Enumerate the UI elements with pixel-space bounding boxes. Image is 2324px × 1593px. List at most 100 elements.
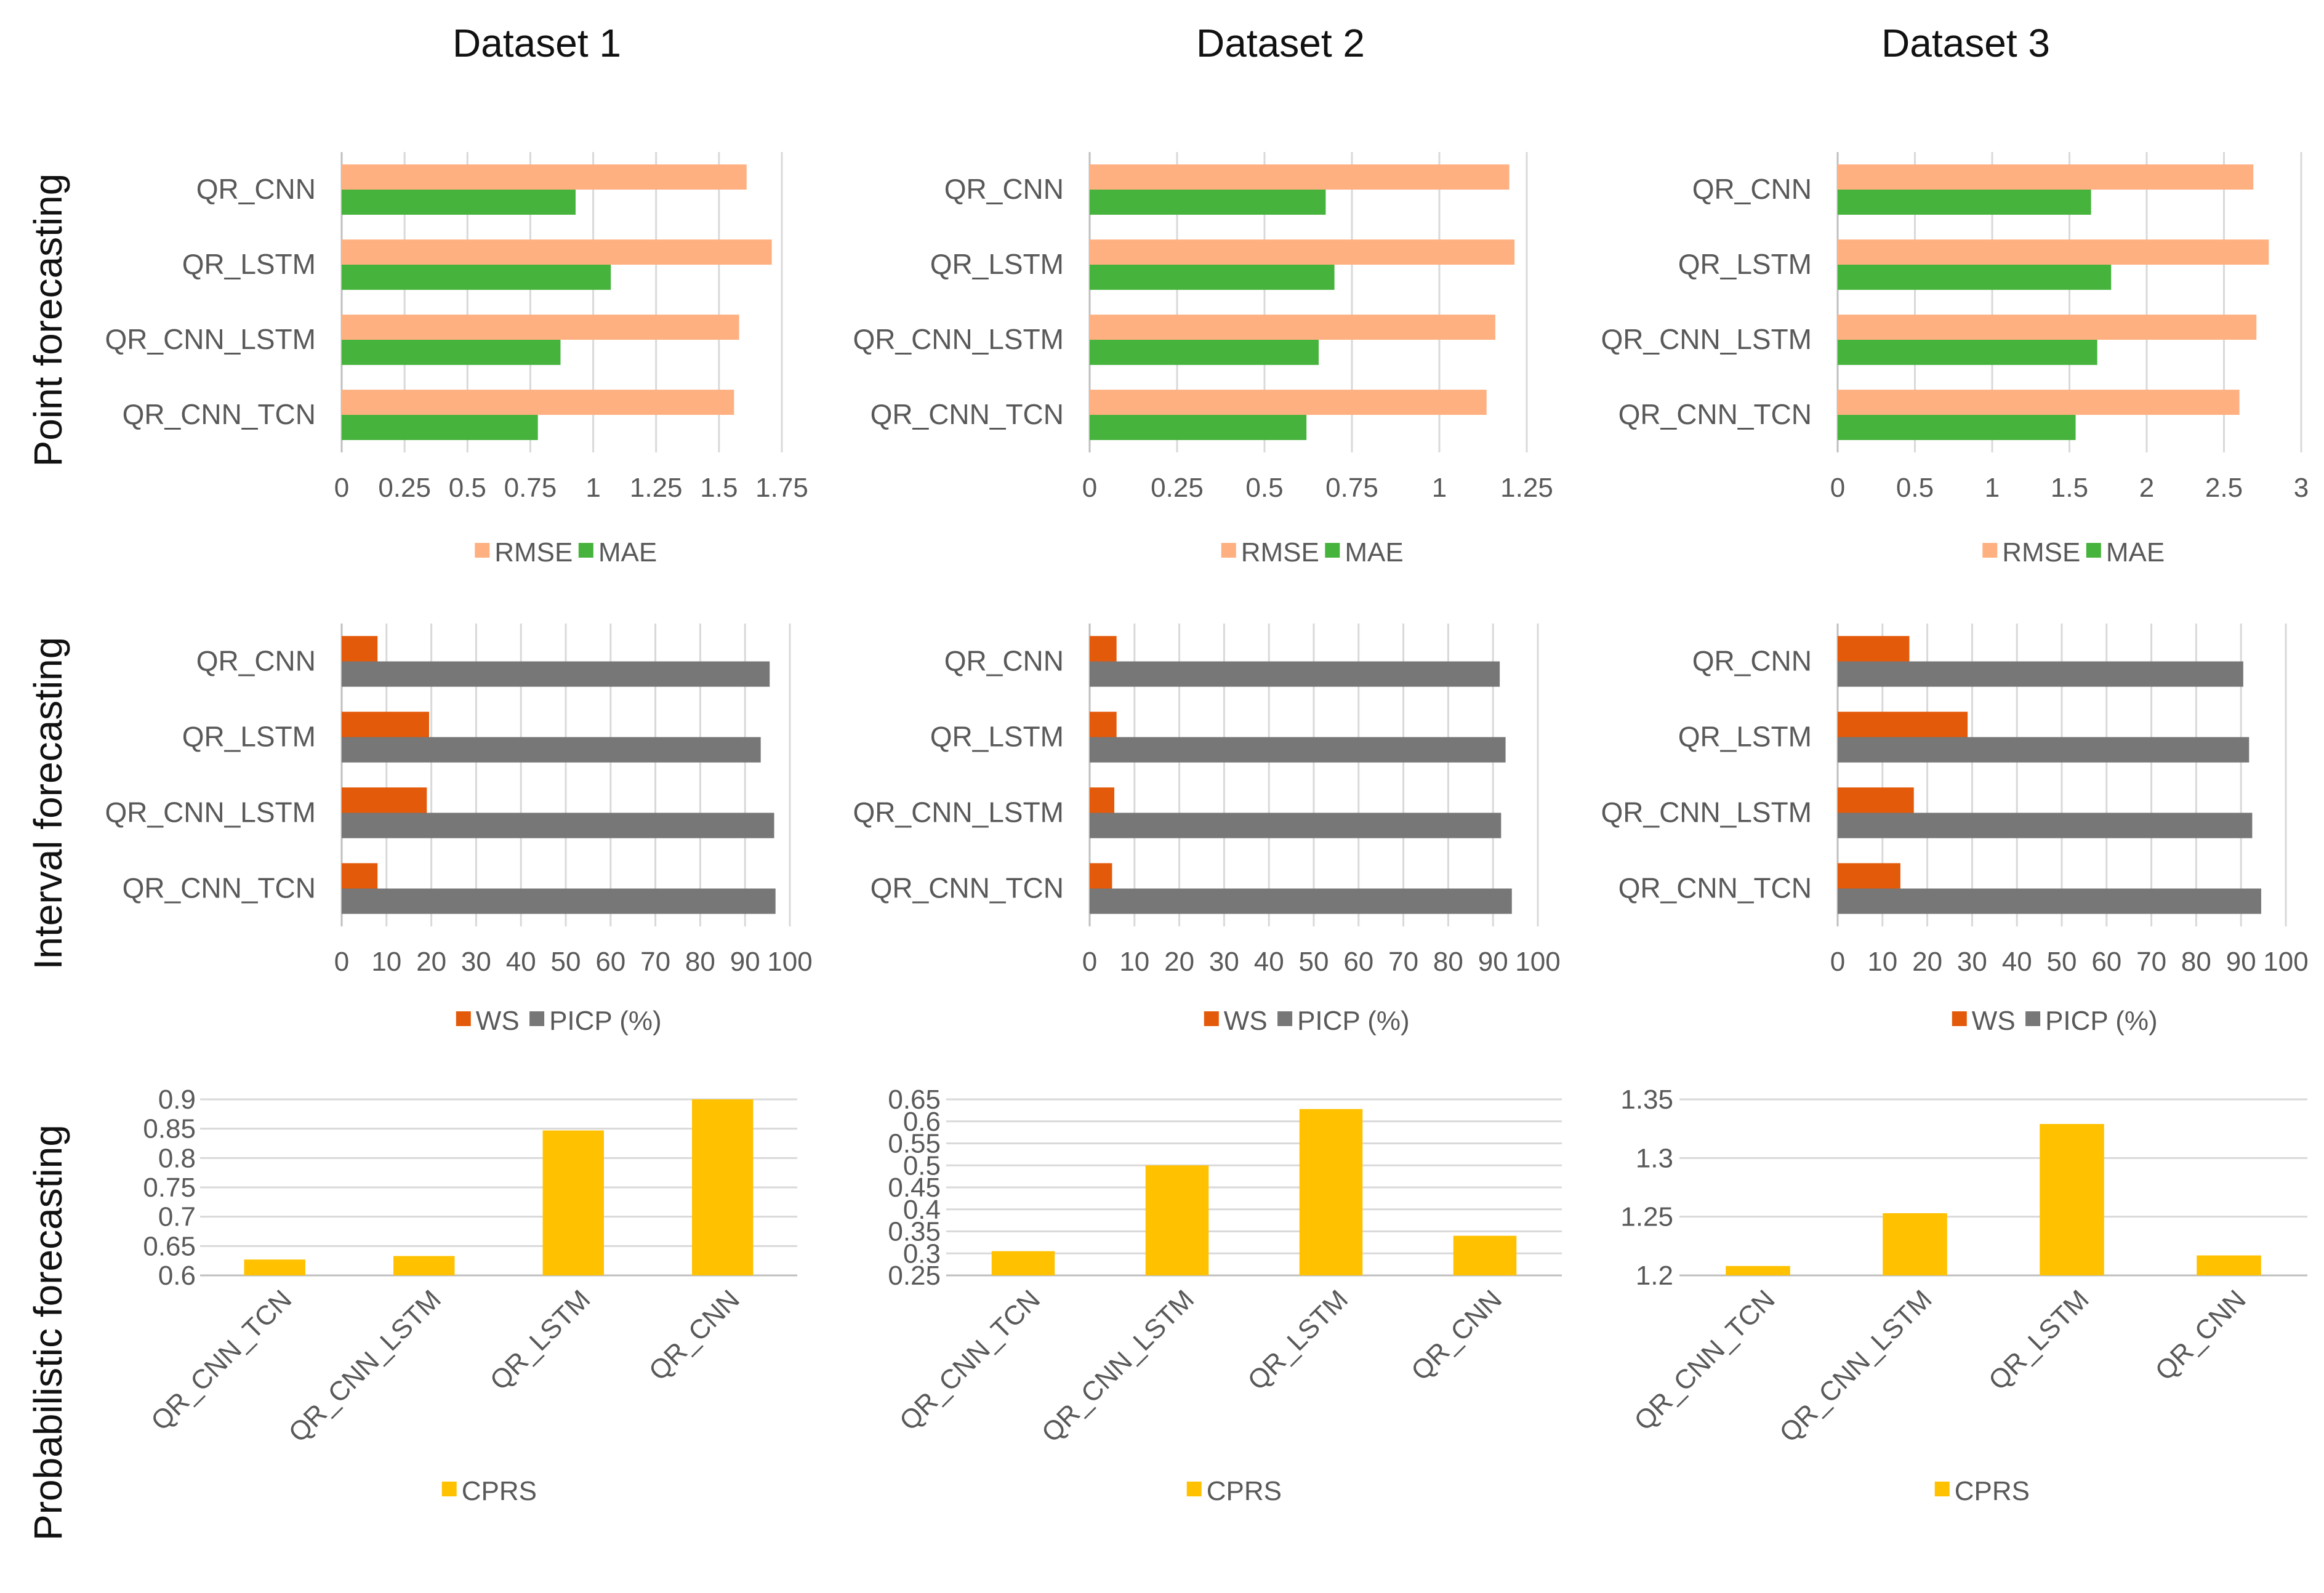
legend-label-ws: WS	[476, 1006, 520, 1036]
category-label-qr-cnn: QR_CNN	[1692, 645, 1812, 677]
legend-label-cprs: CPRS	[1955, 1476, 2030, 1506]
x-tick-label: 3	[2294, 473, 2309, 503]
bar-ws-qr-lstm	[1838, 712, 1968, 737]
legend-label-rmse: RMSE	[2002, 537, 2080, 568]
bar-picp-qr-cnn-tcn	[1090, 888, 1512, 914]
category-label-qr-lstm: QR_LSTM	[1983, 1284, 2095, 1396]
bar-cprs-qr-cnn-tcn	[1726, 1266, 1790, 1275]
x-tick-label: 1	[1985, 473, 2000, 503]
bar-rmse-qr-cnn	[1838, 164, 2254, 190]
x-tick-label: 30	[1957, 947, 1987, 977]
x-tick-label: 100	[1515, 947, 1560, 977]
column-title-dataset-2: Dataset 2	[1196, 21, 1365, 65]
legend-label-ws: WS	[1224, 1006, 1268, 1036]
x-tick-label: 100	[2263, 947, 2308, 977]
legend-swatch-mae	[2086, 543, 2101, 558]
bar-ws-qr-cnn-lstm	[1090, 787, 1115, 813]
x-tick-label: 0.5	[449, 473, 486, 503]
chart-interval-3: 0 10 20 30 40 50 60 70 80 90 100 QR_CNN QR_LSTM QR_CN…	[1601, 624, 2309, 1036]
category-label-qr-cnn-tcn: QR_CNN_TCN	[894, 1284, 1046, 1436]
bar-mae-qr-lstm	[342, 265, 611, 290]
legend-label-rmse: RMSE	[494, 537, 573, 568]
bar-ws-qr-cnn-lstm	[1838, 787, 1914, 813]
bar-cprs-qr-cnn-tcn	[991, 1251, 1055, 1275]
category-label-qr-lstm: QR_LSTM	[930, 721, 1064, 753]
row-title-probabilistic-forecasting: Probabilistic forecasting	[26, 1125, 70, 1541]
legend-swatch-picp	[2025, 1011, 2041, 1026]
bar-picp-qr-lstm	[1090, 737, 1506, 763]
chart-point-2: 0 0.25 0.5 0.75 1 1.25 QR_CNN QR_LSTM QR_CNN_LST…	[853, 152, 1553, 568]
bar-picp-qr-cnn	[1090, 661, 1500, 687]
bar-mae-qr-cnn	[342, 190, 576, 215]
category-label-qr-cnn-lstm: QR_CNN_LSTM	[1774, 1284, 1937, 1448]
category-label-qr-cnn-tcn: QR_CNN_TCN	[1628, 1284, 1780, 1436]
bar-picp-qr-lstm	[342, 737, 761, 763]
x-tick-label: 1.25	[630, 473, 683, 503]
category-label-qr-lstm: QR_LSTM	[182, 248, 316, 280]
x-tick-label: 50	[2047, 947, 2077, 977]
x-tick-label: 70	[1388, 947, 1418, 977]
x-tick-label: 0.5	[1245, 473, 1283, 503]
y-tick-label: 0.9	[158, 1085, 196, 1115]
bar-picp-qr-cnn-lstm	[1838, 813, 2253, 838]
x-tick-label: 0.25	[1151, 473, 1204, 503]
x-tick-label: 90	[2226, 947, 2256, 977]
bar-ws-qr-lstm	[342, 712, 429, 737]
legend-swatch-rmse	[475, 543, 490, 558]
category-label-qr-cnn-lstm: QR_CNN_LSTM	[105, 796, 316, 829]
bar-rmse-qr-cnn	[1090, 164, 1510, 190]
chart-point-1: 0 0.25 0.5 0.75 1 1.25 1.5 1.75 QR_CNN QR_LSTM QR_…	[105, 152, 808, 568]
bar-picp-qr-cnn-tcn	[1838, 888, 2261, 914]
y-tick-label: 0.6	[903, 1107, 941, 1137]
legend-label-mae: MAE	[1345, 537, 1403, 568]
bar-picp-qr-cnn-lstm	[1090, 813, 1502, 838]
bar-mae-qr-cnn-lstm	[1838, 340, 2097, 365]
legend-label-ws: WS	[1972, 1006, 2016, 1036]
bar-cprs-qr-cnn-tcn	[244, 1259, 305, 1275]
legend-swatch-cprs	[441, 1482, 457, 1496]
x-tick-label: 0	[1830, 473, 1845, 503]
bar-ws-qr-cnn	[342, 636, 378, 662]
y-tick-label: 0.85	[143, 1114, 196, 1144]
chart-prob-1: 0.60.650.70.750.80.850.9QR_CNN_TCNQR_CNN…	[143, 1085, 797, 1506]
x-tick-label: 70	[640, 947, 670, 977]
bar-mae-qr-cnn-tcn	[342, 415, 538, 440]
legend-swatch-cprs	[1186, 1482, 1202, 1496]
x-tick-label: 1	[585, 473, 600, 503]
bar-picp-qr-lstm	[1838, 737, 2250, 763]
x-tick-label: 100	[767, 947, 812, 977]
category-label-qr-cnn: QR_CNN	[196, 645, 316, 677]
bar-mae-qr-lstm	[1838, 265, 2112, 290]
chart-point-3: 0 0.5 1 1.5 2 2.5 3 QR_CNN QR_LSTM QR_CNN_LSTM QR_…	[1601, 152, 2309, 568]
bar-mae-qr-lstm	[1090, 265, 1335, 290]
legend-swatch-rmse	[1982, 543, 1998, 558]
x-tick-label: 0	[334, 473, 349, 503]
x-tick-label: 0.75	[1325, 473, 1378, 503]
x-tick-label: 1.25	[1500, 473, 1553, 503]
bar-cprs-qr-cnn-lstm	[393, 1256, 455, 1275]
legend-swatch-mae	[1325, 543, 1340, 558]
x-tick-label: 0.5	[1896, 473, 1934, 503]
x-tick-label: 20	[1164, 947, 1194, 977]
bar-rmse-qr-lstm	[1838, 239, 2269, 265]
category-label-qr-cnn-lstm: QR_CNN_LSTM	[853, 323, 1064, 355]
y-tick-label: 0.55	[888, 1129, 941, 1159]
legend-swatch-ws	[1204, 1011, 1219, 1026]
x-tick-label: 60	[1343, 947, 1373, 977]
legend-label-cprs: CPRS	[462, 1476, 537, 1506]
row-title-interval-forecasting: Interval forecasting	[26, 637, 70, 970]
bar-picp-qr-cnn-lstm	[342, 813, 774, 838]
bar-ws-qr-cnn	[1090, 636, 1117, 662]
category-label-qr-cnn: QR_CNN	[643, 1284, 746, 1386]
category-label-qr-lstm: QR_LSTM	[485, 1284, 597, 1396]
category-label-qr-lstm: QR_LSTM	[1678, 721, 1812, 753]
y-tick-label: 1.25	[1620, 1202, 1673, 1232]
x-tick-label: 2.5	[2205, 473, 2243, 503]
bar-rmse-qr-lstm	[1090, 239, 1515, 265]
category-label-qr-cnn-tcn: QR_CNN_TCN	[123, 872, 316, 904]
category-label-qr-cnn-tcn: QR_CNN_TCN	[123, 398, 316, 430]
category-label-qr-cnn-lstm: QR_CNN_LSTM	[105, 323, 316, 355]
column-title-dataset-3: Dataset 3	[1881, 21, 2050, 65]
bar-mae-qr-cnn-tcn	[1090, 415, 1307, 440]
